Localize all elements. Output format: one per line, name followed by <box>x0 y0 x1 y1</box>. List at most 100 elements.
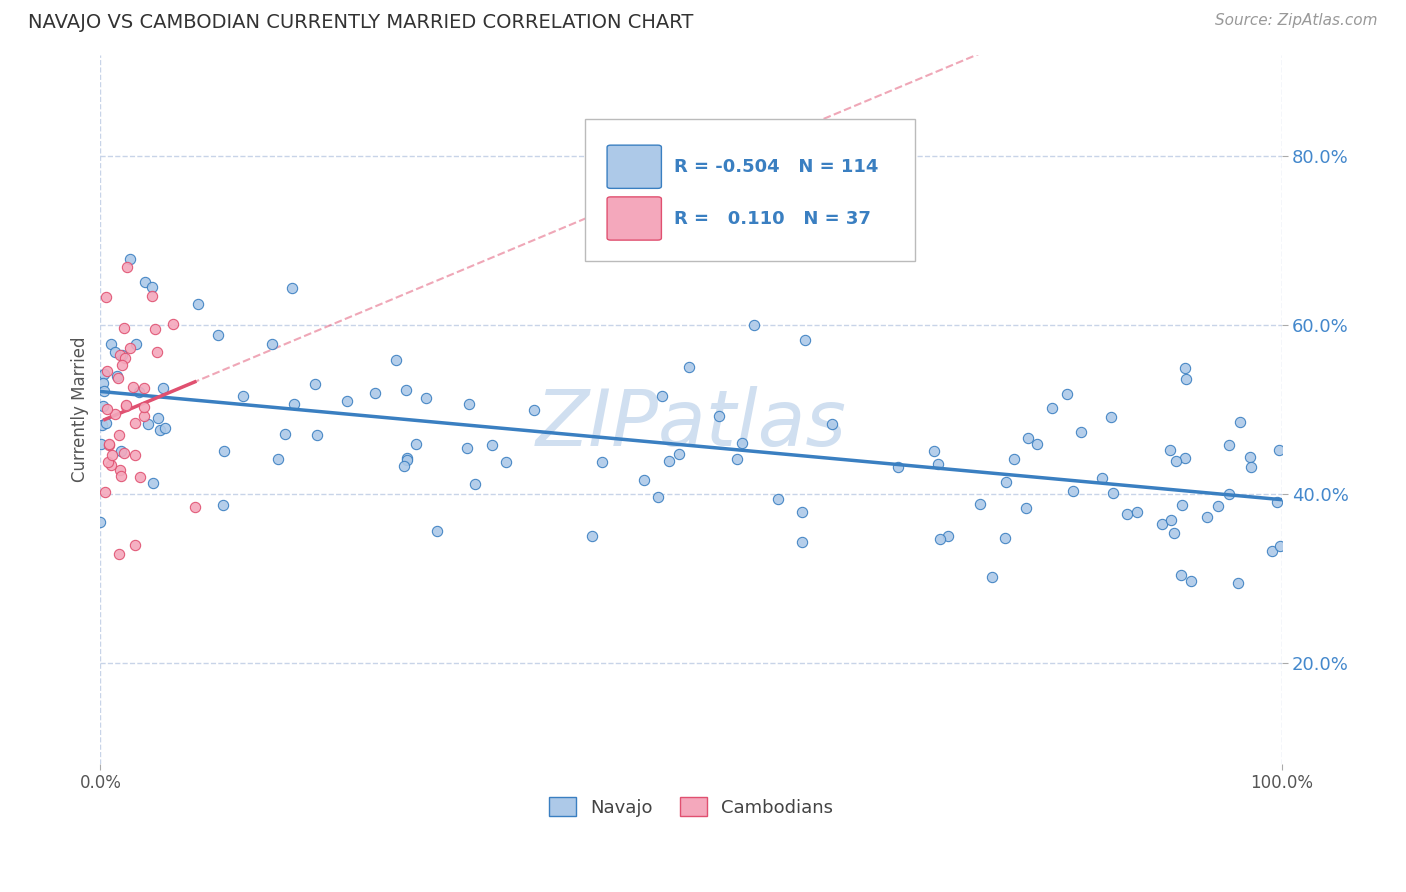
Point <box>307 428 329 442</box>
Point <box>1056 386 1078 401</box>
Point <box>90 437 112 451</box>
Point <box>1229 415 1251 429</box>
Point <box>384 353 406 368</box>
Point <box>1270 539 1292 553</box>
Point <box>114 397 136 411</box>
Point <box>1017 431 1039 445</box>
Point <box>1171 498 1194 512</box>
Point <box>1102 485 1125 500</box>
Point <box>98 437 121 451</box>
Point <box>1091 471 1114 485</box>
Point <box>97 455 120 469</box>
Point <box>128 384 150 399</box>
Y-axis label: Currently Married: Currently Married <box>72 337 89 483</box>
Point <box>1116 507 1139 521</box>
Point <box>96 416 118 430</box>
Point <box>107 371 129 385</box>
Point <box>1062 484 1084 499</box>
Point <box>922 444 945 458</box>
Point <box>1164 454 1187 468</box>
Point <box>668 447 690 461</box>
Point <box>108 463 131 477</box>
Point <box>267 451 290 466</box>
Point <box>96 401 118 416</box>
Text: NAVAJO VS CAMBODIAN CURRENTLY MARRIED CORRELATION CHART: NAVAJO VS CAMBODIAN CURRENTLY MARRIED CO… <box>28 13 693 32</box>
FancyBboxPatch shape <box>607 145 661 188</box>
Point <box>149 423 172 437</box>
Point <box>146 411 169 425</box>
Point <box>112 321 135 335</box>
Point <box>928 533 950 547</box>
Point <box>1218 487 1240 501</box>
Point <box>794 333 817 347</box>
Point <box>152 381 174 395</box>
Point <box>1174 360 1197 375</box>
Point <box>405 437 427 451</box>
Point <box>994 475 1017 489</box>
Point <box>591 455 613 469</box>
Point <box>927 458 949 472</box>
Legend: Navajo, Cambodians: Navajo, Cambodians <box>540 789 842 826</box>
Text: R = -0.504   N = 114: R = -0.504 N = 114 <box>675 158 879 176</box>
Point <box>141 288 163 302</box>
Point <box>981 570 1004 584</box>
Point <box>90 417 112 432</box>
Point <box>184 500 207 514</box>
Point <box>1174 450 1197 465</box>
Point <box>107 369 129 384</box>
Point <box>395 383 418 397</box>
Point <box>187 296 209 310</box>
Point <box>1239 450 1261 465</box>
Point <box>132 409 155 424</box>
Point <box>658 454 681 468</box>
Point <box>134 381 156 395</box>
Point <box>260 337 283 351</box>
Point <box>304 376 326 391</box>
Point <box>94 290 117 304</box>
Point <box>97 437 120 451</box>
Point <box>1175 371 1198 385</box>
Point <box>581 529 603 543</box>
Point <box>887 460 910 475</box>
Point <box>104 407 127 421</box>
Point <box>274 426 297 441</box>
Point <box>124 448 146 462</box>
Point <box>134 276 156 290</box>
Text: R =   0.110   N = 37: R = 0.110 N = 37 <box>675 210 872 227</box>
Point <box>110 469 132 483</box>
Point <box>766 491 789 506</box>
Point <box>1099 409 1122 424</box>
Point <box>129 469 152 483</box>
Point <box>1159 443 1181 458</box>
Point <box>456 441 478 455</box>
Point <box>110 348 132 362</box>
Point <box>523 402 546 417</box>
Point <box>108 348 131 362</box>
Point <box>132 401 155 415</box>
Point <box>1160 513 1182 527</box>
Point <box>112 446 135 460</box>
Point <box>415 392 437 406</box>
Point <box>481 438 503 452</box>
Point <box>110 443 132 458</box>
Point <box>124 416 146 430</box>
Point <box>96 364 118 378</box>
Point <box>1170 568 1192 582</box>
Point <box>115 400 138 414</box>
Text: Source: ZipAtlas.com: Source: ZipAtlas.com <box>1215 13 1378 29</box>
Point <box>212 444 235 458</box>
Point <box>336 394 359 409</box>
Point <box>1197 509 1219 524</box>
Point <box>647 491 669 505</box>
Point <box>1206 500 1229 514</box>
Point <box>283 397 305 411</box>
Point <box>1040 401 1063 416</box>
Point <box>93 384 115 398</box>
Point <box>1265 494 1288 508</box>
Point <box>731 436 754 450</box>
Point <box>396 450 419 465</box>
FancyBboxPatch shape <box>607 197 661 240</box>
Point <box>207 327 229 342</box>
Point <box>107 547 129 561</box>
Point <box>104 344 127 359</box>
